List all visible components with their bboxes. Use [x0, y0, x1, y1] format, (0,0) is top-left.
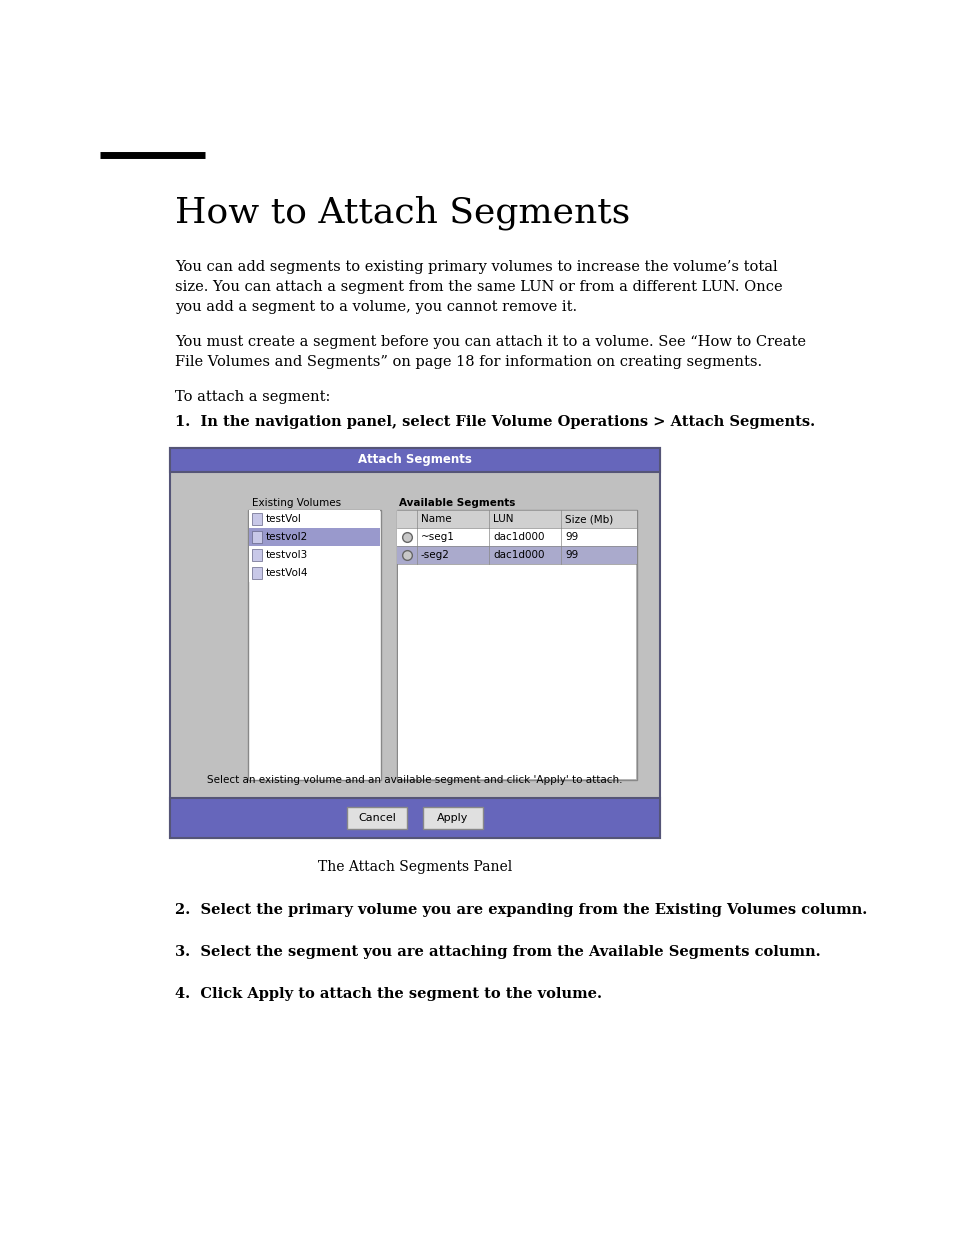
Bar [249, 546, 379, 564]
Text: To attach a segment:: To attach a segment: [174, 390, 330, 404]
Bar [249, 564, 379, 582]
Bar [170, 798, 659, 839]
Bar [249, 529, 379, 546]
Bar [396, 510, 637, 781]
Text: Existing Volumes: Existing Volumes [252, 498, 341, 508]
Text: testVol: testVol [266, 514, 301, 524]
Text: LUN: LUN [493, 514, 513, 524]
Bar [396, 510, 637, 529]
Text: 99: 99 [564, 550, 578, 559]
Bar [422, 806, 482, 829]
Text: ~seg1: ~seg1 [420, 532, 455, 542]
Text: 2.  Select the primary volume you are expanding from the Existing Volumes column: 2. Select the primary volume you are exp… [174, 903, 866, 918]
Text: How to Attach Segments: How to Attach Segments [174, 195, 630, 230]
Text: 1.  In the navigation panel, select File Volume Operations > Attach Segments.: 1. In the navigation panel, select File … [174, 415, 814, 429]
Text: You must create a segment before you can attach it to a volume. See “How to Crea: You must create a segment before you can… [174, 335, 805, 369]
Bar [396, 546, 637, 564]
Text: testvol3: testvol3 [266, 550, 308, 559]
Text: 4.  Click Apply to attach the segment to the volume.: 4. Click Apply to attach the segment to … [174, 987, 601, 1002]
Bar [170, 448, 659, 472]
Text: Attach Segments: Attach Segments [357, 453, 472, 467]
Bar [249, 510, 379, 529]
Bar [347, 806, 407, 829]
Text: 3.  Select the segment you are attaching from the Available Segments column.: 3. Select the segment you are attaching … [174, 945, 820, 960]
Bar [252, 550, 262, 561]
Text: Size (Mb): Size (Mb) [564, 514, 613, 524]
Text: dac1d000: dac1d000 [493, 550, 544, 559]
Text: Name: Name [420, 514, 451, 524]
Text: 99: 99 [564, 532, 578, 542]
Text: Cancel: Cancel [357, 813, 395, 823]
Text: testVol4: testVol4 [266, 568, 308, 578]
Text: testvol2: testvol2 [266, 532, 308, 542]
Bar [170, 448, 659, 839]
Text: Select an existing volume and an available segment and click 'Apply' to attach.: Select an existing volume and an availab… [207, 776, 622, 785]
Text: The Attach Segments Panel: The Attach Segments Panel [317, 860, 512, 874]
Text: Apply: Apply [436, 813, 468, 823]
Bar [252, 513, 262, 525]
Text: -seg2: -seg2 [420, 550, 450, 559]
Bar [252, 567, 262, 579]
Bar [397, 564, 636, 779]
Text: Available Segments: Available Segments [398, 498, 515, 508]
Bar [396, 529, 637, 546]
Text: dac1d000: dac1d000 [493, 532, 544, 542]
Bar [252, 531, 262, 543]
Bar [248, 510, 380, 781]
Text: You can add segments to existing primary volumes to increase the volume’s total
: You can add segments to existing primary… [174, 261, 781, 314]
